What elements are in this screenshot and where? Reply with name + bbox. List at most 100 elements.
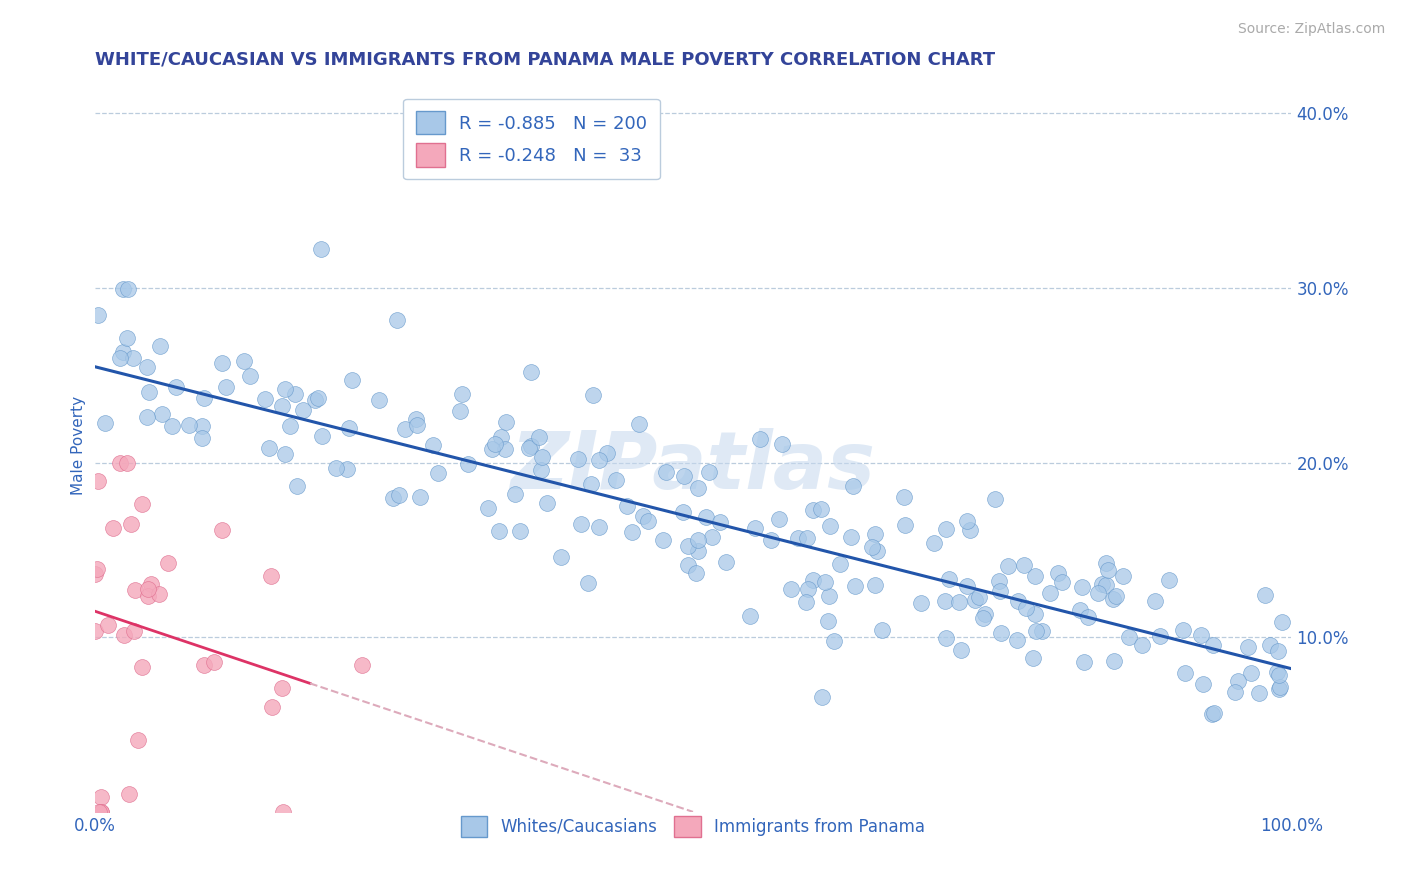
Point [149, 339, 172, 353]
Point [325, 460, 347, 475]
Text: ZIPatlas: ZIPatlas [510, 428, 876, 507]
Point [818, 590, 841, 604]
Point [135, 409, 157, 424]
Point [148, 587, 170, 601]
Point [494, 442, 516, 456]
Point [101, 521, 124, 535]
Point [651, 533, 673, 547]
Point [893, 490, 915, 504]
Point [796, 582, 818, 596]
Point [160, 419, 183, 434]
Point [191, 419, 214, 434]
Point [817, 614, 839, 628]
Point [796, 531, 818, 545]
Point [1024, 607, 1046, 621]
Point [131, 497, 153, 511]
Point [1267, 644, 1289, 658]
Point [350, 658, 373, 673]
Point [1227, 673, 1250, 688]
Point [672, 505, 695, 519]
Point [405, 412, 427, 426]
Point [529, 430, 551, 444]
Point [387, 488, 409, 502]
Point [530, 462, 553, 476]
Point [278, 419, 301, 434]
Point [922, 536, 945, 550]
Point [866, 544, 889, 558]
Point [801, 502, 824, 516]
Point [959, 523, 981, 537]
Point [262, 699, 284, 714]
Point [1189, 628, 1212, 642]
Point [457, 457, 479, 471]
Point [1174, 665, 1197, 680]
Point [948, 595, 970, 609]
Point [576, 575, 599, 590]
Point [569, 517, 592, 532]
Point [786, 531, 808, 545]
Point [520, 439, 543, 453]
Point [990, 626, 1012, 640]
Point [605, 473, 627, 487]
Point [1039, 586, 1062, 600]
Point [633, 508, 655, 523]
Point [90, 805, 112, 819]
Point [449, 404, 471, 418]
Point [1171, 624, 1194, 638]
Point [935, 522, 957, 536]
Point [211, 523, 233, 537]
Point [387, 313, 409, 327]
Point [1015, 600, 1038, 615]
Point [495, 415, 517, 429]
Point [688, 481, 710, 495]
Point [987, 574, 1010, 588]
Point [550, 550, 572, 565]
Point [108, 456, 131, 470]
Point [491, 430, 513, 444]
Point [484, 437, 506, 451]
Point [271, 399, 294, 413]
Point [839, 531, 862, 545]
Point [1112, 569, 1135, 583]
Point [394, 422, 416, 436]
Point [254, 392, 277, 407]
Point [536, 496, 558, 510]
Point [451, 386, 474, 401]
Point [956, 579, 979, 593]
Point [274, 382, 297, 396]
Point [509, 524, 531, 538]
Point [111, 282, 134, 296]
Point [426, 467, 449, 481]
Point [117, 787, 139, 801]
Point [193, 391, 215, 405]
Point [700, 530, 723, 544]
Point [138, 384, 160, 399]
Point [368, 392, 391, 407]
Point [1073, 655, 1095, 669]
Point [997, 559, 1019, 574]
Point [139, 577, 162, 591]
Point [1050, 575, 1073, 590]
Point [337, 421, 360, 435]
Point [1105, 589, 1128, 603]
Point [984, 492, 1007, 507]
Point [121, 351, 143, 365]
Point [90, 790, 112, 805]
Point [131, 659, 153, 673]
Point [94, 416, 117, 430]
Point [910, 596, 932, 610]
Point [1022, 651, 1045, 665]
Point [271, 681, 294, 695]
Point [686, 533, 709, 548]
Point [90, 805, 112, 819]
Point [1077, 609, 1099, 624]
Point [744, 521, 766, 535]
Point [749, 432, 772, 446]
Point [1254, 588, 1277, 602]
Point [115, 456, 138, 470]
Point [115, 331, 138, 345]
Point [336, 461, 359, 475]
Point [1144, 593, 1167, 607]
Point [581, 476, 603, 491]
Point [768, 511, 790, 525]
